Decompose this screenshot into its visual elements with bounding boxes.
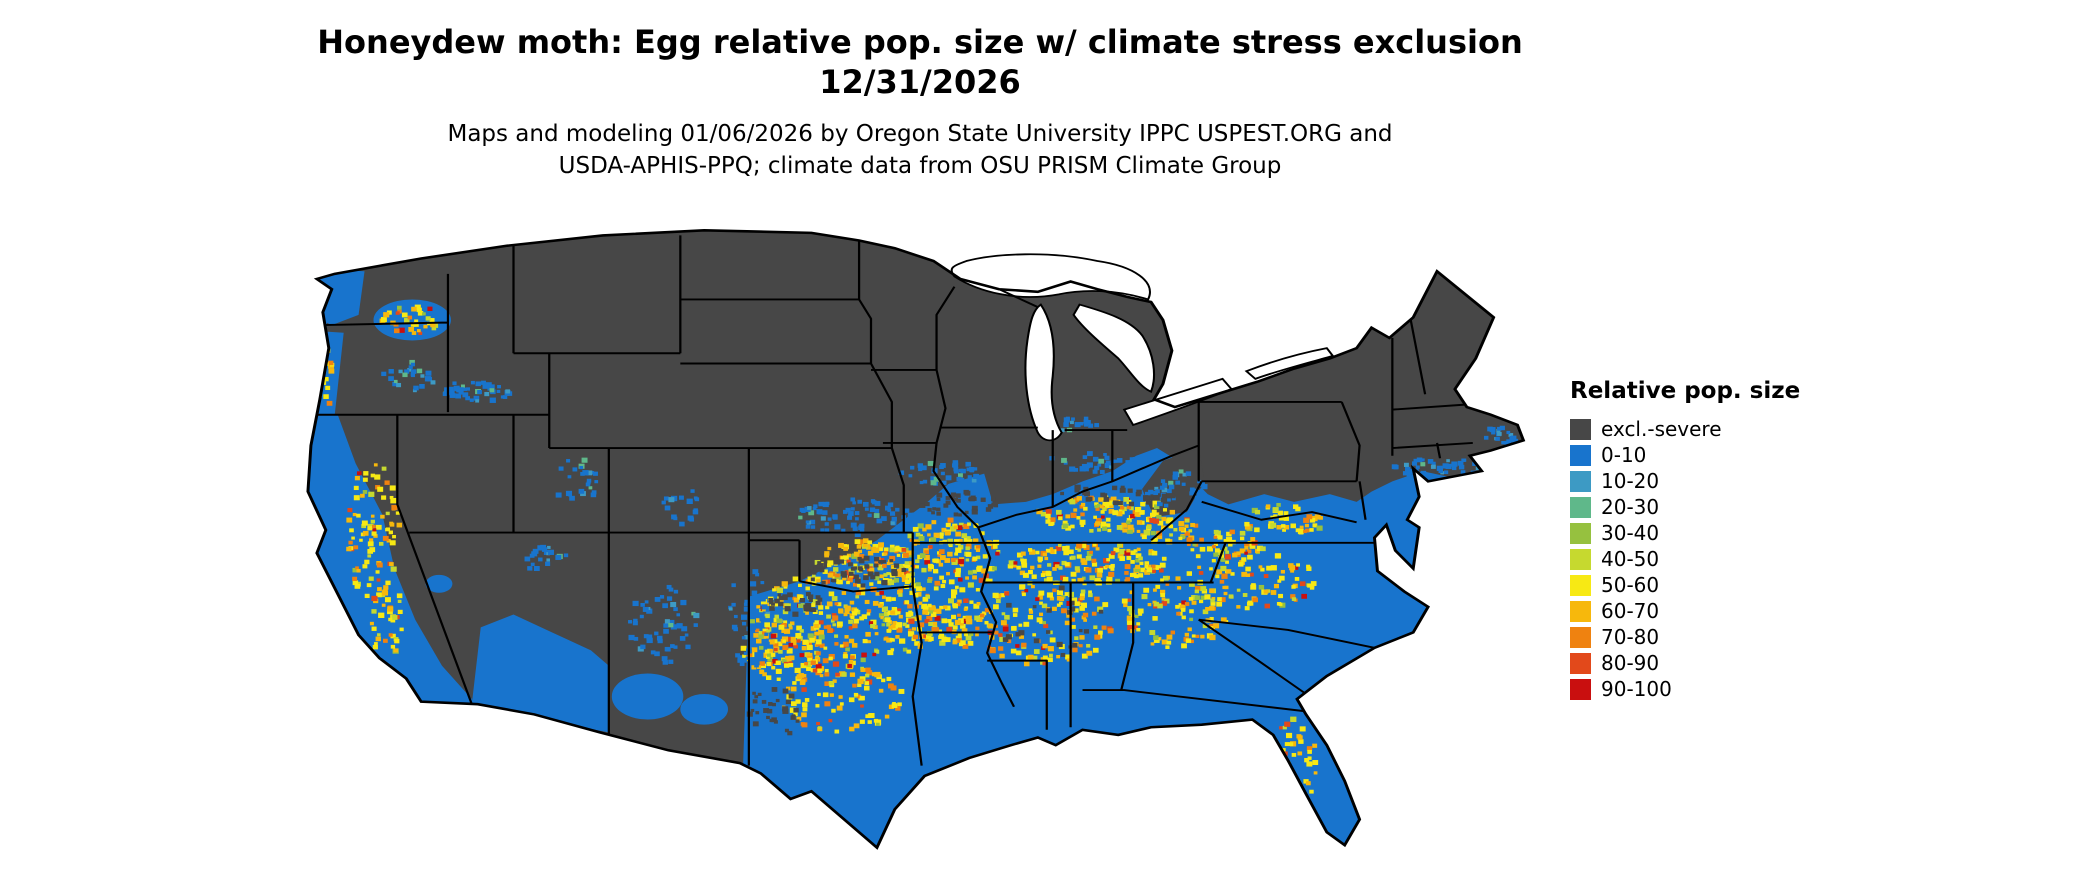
legend-swatch [1570, 548, 1591, 570]
legend-label: excl.-severe [1601, 417, 1722, 441]
map-subtitle-line2: USDA-APHIS-PPQ; climate data from OSU PR… [558, 153, 1282, 180]
legend-row: 10-20 [1570, 468, 1800, 494]
legend-label: 60-70 [1601, 599, 1660, 623]
map-title-line1: Honeydew moth: Egg relative pop. size w/… [317, 23, 1523, 61]
title-block: Honeydew moth: Egg relative pop. size w/… [0, 22, 1840, 182]
region-low-pop-nm2 [680, 693, 728, 725]
legend-label: 90-100 [1601, 677, 1672, 701]
map-speckles [314, 304, 1519, 810]
legend-row: excl.-severe [1570, 416, 1800, 442]
legend-swatch [1570, 600, 1591, 622]
legend-label: 20-30 [1601, 495, 1660, 519]
legend-swatch [1570, 678, 1591, 700]
legend-label: 40-50 [1601, 547, 1660, 571]
legend-swatch [1570, 418, 1591, 440]
region-low-pop-vegas [425, 574, 453, 593]
map-legend: Relative pop. size excl.-severe 0-10 10-20… [1570, 378, 1800, 702]
great-lakes [950, 253, 1335, 442]
legend-swatch [1570, 522, 1591, 544]
legend-row: 80-90 [1570, 650, 1800, 676]
legend-swatch [1570, 652, 1591, 674]
legend-swatch [1570, 496, 1591, 518]
state-borders [310, 235, 1473, 766]
lake-huron [1072, 303, 1156, 393]
subtitle-block: Maps and modeling 01/06/2026 by Oregon S… [0, 118, 1840, 182]
legend-swatch [1570, 470, 1591, 492]
map-title-line2: 12/31/2026 [819, 63, 1021, 101]
legend-row: 60-70 [1570, 598, 1800, 624]
legend-row: 50-60 [1570, 572, 1800, 598]
region-excluded-appalachia [1142, 448, 1205, 518]
legend-swatch [1570, 626, 1591, 648]
legend-row: 70-80 [1570, 624, 1800, 650]
lake-michigan [1024, 303, 1063, 442]
legend-rows: excl.-severe 0-10 10-20 20-30 30-40 40-50 50-6… [1570, 416, 1800, 702]
legend-row: 90-100 [1570, 676, 1800, 702]
legend-label: 30-40 [1601, 521, 1660, 545]
legend-label: 80-90 [1601, 651, 1660, 675]
region-low-pop-nm1 [611, 673, 684, 720]
legend-swatch [1570, 444, 1591, 466]
legend-row: 20-30 [1570, 494, 1800, 520]
legend-row: 40-50 [1570, 546, 1800, 572]
legend-row: 30-40 [1570, 520, 1800, 546]
us-outline [306, 229, 1526, 850]
legend-label: 70-80 [1601, 625, 1660, 649]
map-regions [307, 268, 1519, 848]
legend-row: 0-10 [1570, 442, 1800, 468]
legend-title: Relative pop. size [1570, 378, 1801, 404]
lake-ontario [1244, 347, 1335, 380]
region-low-pop-arizona [471, 614, 609, 733]
us-map [306, 229, 1526, 850]
legend-label: 10-20 [1601, 469, 1660, 493]
legend-label: 0-10 [1601, 443, 1647, 467]
legend-swatch [1570, 574, 1591, 596]
map-subtitle-line1: Maps and modeling 01/06/2026 by Oregon S… [447, 121, 1393, 147]
legend-label: 50-60 [1601, 573, 1660, 597]
